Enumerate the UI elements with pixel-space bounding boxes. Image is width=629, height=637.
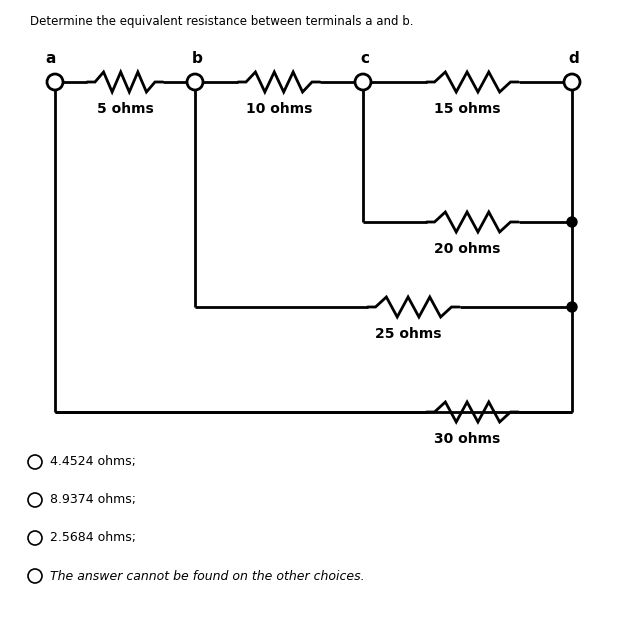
Text: 15 ohms: 15 ohms: [434, 102, 501, 116]
Text: The answer cannot be found on the other choices.: The answer cannot be found on the other …: [50, 569, 365, 582]
Text: 4.4524 ohms;: 4.4524 ohms;: [50, 455, 136, 468]
Text: 5 ohms: 5 ohms: [97, 102, 153, 116]
Text: b: b: [192, 51, 203, 66]
Circle shape: [567, 302, 577, 312]
Text: d: d: [569, 51, 579, 66]
Text: a: a: [46, 51, 56, 66]
Text: 10 ohms: 10 ohms: [246, 102, 312, 116]
Text: 25 ohms: 25 ohms: [376, 327, 442, 341]
Circle shape: [567, 217, 577, 227]
Text: 2.5684 ohms;: 2.5684 ohms;: [50, 531, 136, 545]
Text: 20 ohms: 20 ohms: [434, 242, 501, 256]
Text: 8.9374 ohms;: 8.9374 ohms;: [50, 494, 136, 506]
Text: 30 ohms: 30 ohms: [435, 432, 501, 446]
Text: c: c: [360, 51, 369, 66]
Text: Determine the equivalent resistance between terminals a and b.: Determine the equivalent resistance betw…: [30, 15, 413, 28]
